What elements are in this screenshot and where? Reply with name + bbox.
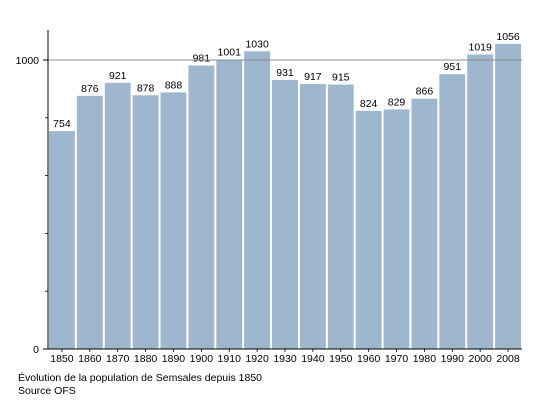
bar-1850 [49, 131, 75, 349]
bar-1960 [355, 110, 382, 349]
chart-caption: Évolution de la population de Semsales d… [18, 372, 263, 384]
bar-1860 [76, 95, 103, 349]
y-tick-label-0: 0 [33, 344, 39, 356]
x-tick-label-2008: 2008 [496, 353, 520, 365]
x-tick-label-1860: 1860 [78, 353, 102, 365]
x-tick-label-1930: 1930 [273, 353, 297, 365]
bar-1890 [160, 92, 187, 350]
bar-1920 [244, 51, 271, 349]
data-label-1900: 981 [193, 52, 211, 64]
bar-1880 [132, 95, 159, 350]
x-tick-label-1940: 1940 [301, 353, 325, 365]
bar-1870 [104, 82, 131, 350]
data-label-1850: 754 [53, 118, 71, 130]
bar-2008 [495, 43, 521, 349]
data-label-1880: 878 [137, 82, 155, 94]
x-tick-label-1870: 1870 [106, 353, 130, 365]
bar-1950 [327, 84, 354, 349]
bar-1990 [439, 74, 466, 349]
y-tick-label-1000: 1000 [16, 55, 40, 67]
x-tick-label-1970: 1970 [385, 353, 409, 365]
bar-1970 [383, 109, 410, 349]
x-tick-label-1880: 1880 [134, 353, 158, 365]
chart-source: Source OFS [18, 385, 76, 397]
data-label-1860: 876 [81, 83, 99, 95]
data-label-1950: 915 [332, 72, 350, 84]
data-label-2008: 1056 [496, 31, 520, 43]
data-label-1980: 866 [416, 86, 434, 98]
data-label-1930: 931 [276, 67, 294, 79]
x-tick-label-1900: 1900 [190, 353, 214, 365]
data-label-1890: 888 [165, 79, 183, 91]
x-tick-label-1960: 1960 [357, 353, 381, 365]
bar-1910 [216, 59, 243, 349]
x-tick-label-2000: 2000 [468, 353, 492, 365]
x-tick-label-1890: 1890 [162, 353, 186, 365]
axes-group: 1850 1860 1870 1880 1890 1900 1910 1920 1930 1940… [16, 30, 522, 365]
bar-1940 [299, 83, 326, 349]
x-tick-label-1920: 1920 [245, 353, 269, 365]
bar-2000 [467, 54, 494, 349]
x-tick-label-1950: 1950 [329, 353, 353, 365]
x-tick-label-1980: 1980 [413, 353, 437, 365]
bar-1900 [188, 65, 215, 349]
data-label-1910: 1001 [218, 47, 242, 59]
bars-group [49, 43, 521, 350]
x-tick-label-1990: 1990 [441, 353, 465, 365]
data-label-1990: 951 [444, 61, 462, 73]
data-label-1940: 917 [304, 71, 322, 83]
x-tick-label-1910: 1910 [218, 353, 242, 365]
data-label-1870: 921 [109, 70, 127, 82]
data-label-1960: 824 [360, 98, 378, 110]
data-label-1970: 829 [388, 96, 406, 108]
data-label-1920: 1030 [245, 38, 269, 50]
x-tick-label-1850: 1850 [50, 353, 74, 365]
bar-1930 [272, 79, 298, 349]
bar-1980 [411, 98, 438, 349]
data-label-2000: 1019 [468, 42, 492, 54]
